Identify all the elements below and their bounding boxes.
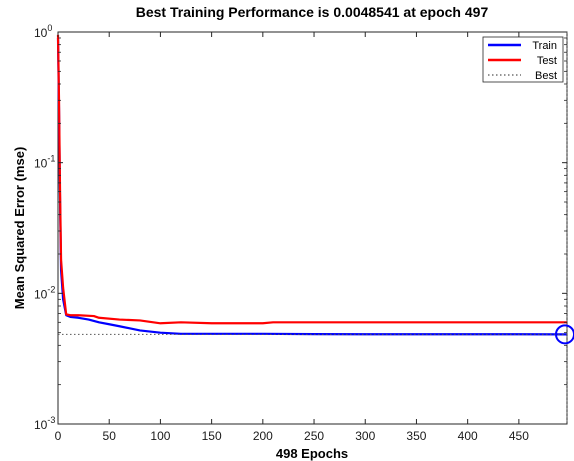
y-tick-label: 100 bbox=[34, 23, 52, 40]
series-line-test bbox=[56, 34, 567, 325]
x-axis-label: 498 Epochs bbox=[276, 446, 348, 461]
x-tick-label: 400 bbox=[458, 429, 478, 443]
y-axis-label: Mean Squared Error (mse) bbox=[12, 147, 27, 310]
x-tick-label: 250 bbox=[304, 429, 324, 443]
plot-area bbox=[57, 31, 568, 425]
y-tick-label: 10-2 bbox=[34, 284, 55, 301]
legend-label-train: Train bbox=[532, 40, 557, 52]
series-lines bbox=[56, 34, 568, 336]
x-axis-ticks: 0 50 100 150 200 250 300 350 400 450 bbox=[55, 32, 529, 443]
chart-title: Best Training Performance is 0.0048541 a… bbox=[136, 4, 489, 20]
y-tick-label: 10-3 bbox=[34, 415, 55, 432]
y-tick-label: 10-1 bbox=[34, 154, 55, 171]
legend-label-best: Best bbox=[535, 70, 557, 82]
best-point-marker bbox=[555, 324, 574, 345]
legend: Train Test Best bbox=[482, 36, 564, 83]
y-axis-ticks: 10-3 10-2 10-1 100 bbox=[34, 23, 567, 432]
x-tick-label: 350 bbox=[406, 429, 426, 443]
x-tick-label: 300 bbox=[355, 429, 375, 443]
x-tick-label: 50 bbox=[103, 429, 117, 443]
best-markers bbox=[58, 32, 574, 424]
x-tick-label: 450 bbox=[509, 429, 529, 443]
x-tick-label: 100 bbox=[150, 429, 170, 443]
x-tick-label: 200 bbox=[253, 429, 273, 443]
x-tick-label: 150 bbox=[202, 429, 222, 443]
x-tick-label: 0 bbox=[55, 429, 62, 443]
legend-label-test: Test bbox=[537, 55, 557, 67]
